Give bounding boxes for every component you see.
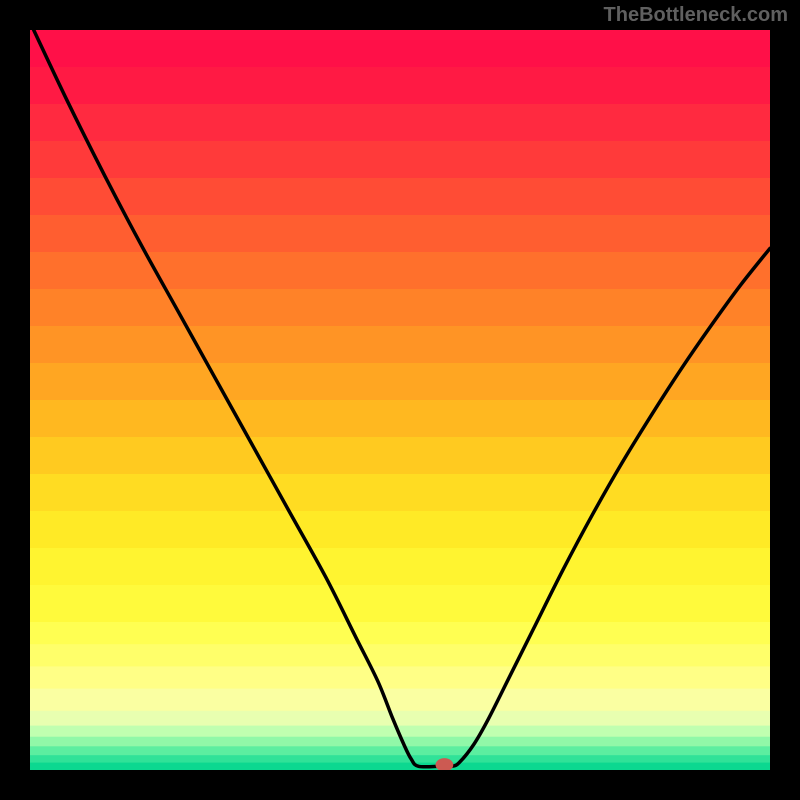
bottleneck-chart — [30, 30, 770, 770]
chart-svg — [30, 30, 770, 770]
watermark: TheBottleneck.com — [604, 4, 788, 27]
